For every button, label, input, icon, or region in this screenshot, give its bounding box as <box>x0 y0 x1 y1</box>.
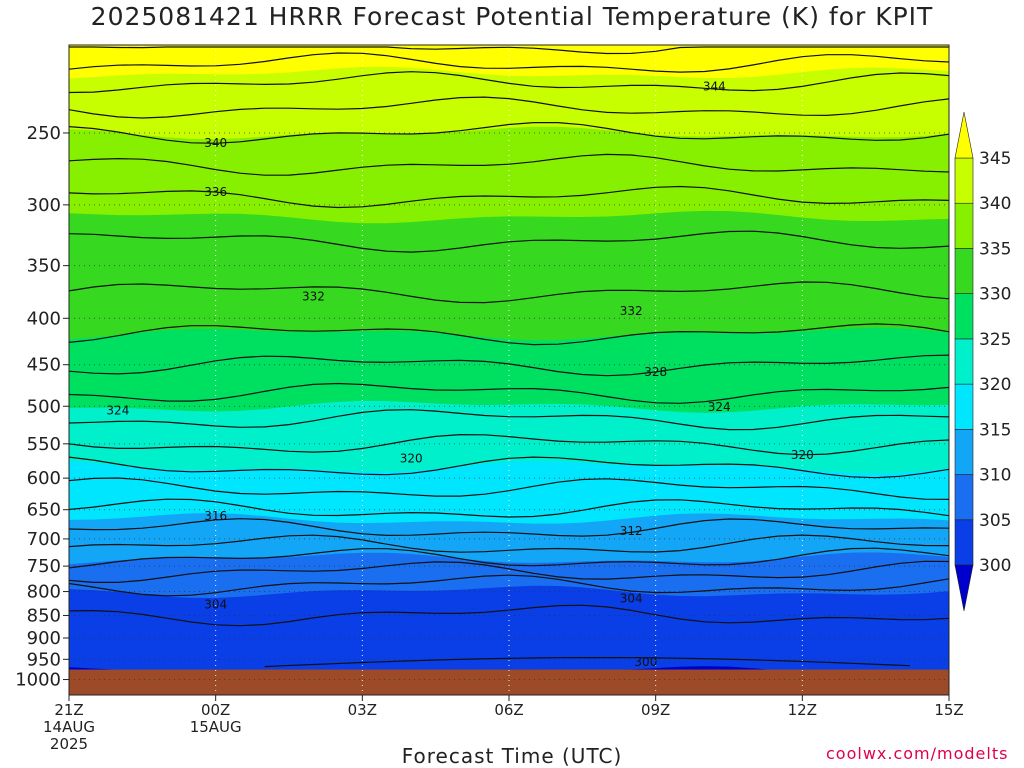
ground-rect <box>69 669 949 695</box>
contour-340 <box>68 122 950 144</box>
contour-324 <box>68 409 950 431</box>
xtick-label-6-0: 03Z <box>348 701 377 719</box>
y-axis-ticks: 2503003504004505005506006507007508008509… <box>15 123 69 691</box>
ground-layer <box>69 669 949 695</box>
colorbar-seg-310 <box>954 429 974 475</box>
contour-330 <box>68 323 950 346</box>
colorbar-seg-330 <box>954 248 974 294</box>
contour-320 <box>68 456 950 479</box>
contour-304 <box>68 604 950 627</box>
ytick-label-900: 900 <box>27 628 61 649</box>
contour-332 <box>68 281 950 304</box>
xtick-label-3-0: 00Z <box>201 701 230 719</box>
ytick-label-650: 650 <box>27 500 61 521</box>
contour-labels: 344 340 336 332 332 328 324 324 320 320 316 312 304 3… <box>106 80 814 669</box>
colorbar-seg-320 <box>954 338 974 385</box>
ytick-label-600: 600 <box>27 468 61 489</box>
credit-link[interactable]: coolwx.com/modelts <box>826 744 1009 763</box>
xtick-label-0-0: 21Z <box>54 701 83 719</box>
contour-label-11: 312 <box>620 524 643 538</box>
ytick-label-700: 700 <box>27 529 61 550</box>
ytick-label-250: 250 <box>27 123 61 144</box>
contour-318 <box>68 477 950 500</box>
ytick-label-500: 500 <box>27 396 61 417</box>
contour-338 <box>68 153 950 176</box>
contour-label-5: 328 <box>644 365 667 379</box>
contour-300 <box>264 657 910 668</box>
colorbar-seg-305 <box>954 474 974 521</box>
ytick-label-550: 550 <box>27 434 61 455</box>
colorbar-label-335: 335 <box>979 239 1011 259</box>
contour-308 <box>68 560 950 583</box>
contour-306 <box>68 574 950 597</box>
ytick-label-400: 400 <box>27 308 61 329</box>
contour-310 <box>68 547 950 569</box>
colorbar-label-310: 310 <box>979 466 1011 486</box>
contour-lines <box>68 46 950 668</box>
contour-314 <box>68 518 950 537</box>
contour-342 <box>68 96 950 119</box>
xtick-label-3-1: 15AUG <box>190 718 242 736</box>
xtick-label-0-2: 2025 <box>50 735 88 753</box>
contour-label-10: 316 <box>204 509 227 523</box>
ytick-label-950: 950 <box>27 649 61 670</box>
colorbar-bottom-arrow <box>954 564 974 612</box>
colorbar-label-300: 300 <box>979 556 1011 576</box>
ytick-label-800: 800 <box>27 582 61 603</box>
ytick-label-350: 350 <box>27 256 61 277</box>
colorbar-seg-315 <box>954 383 974 430</box>
colorbar-label-315: 315 <box>979 420 1011 440</box>
contour-328 <box>68 354 950 377</box>
contour-312 <box>68 534 950 553</box>
contour-label-4: 332 <box>620 304 643 318</box>
contour-label-3: 332 <box>302 289 325 303</box>
contour-label-1: 340 <box>204 136 227 150</box>
contour-334 <box>68 230 950 253</box>
ytick-label-1000: 1000 <box>15 670 61 691</box>
ytick-label-750: 750 <box>27 556 61 577</box>
colorbar: 300 305 310 315 320 325 330 335 340 345 <box>954 111 1011 612</box>
colorbar-label-330: 330 <box>979 285 1011 305</box>
contour-label-14: 300 <box>634 655 657 669</box>
contour-label-13: 304 <box>620 591 643 605</box>
xtick-label-9-0: 06Z <box>494 701 523 719</box>
contour-label-0: 344 <box>703 80 726 94</box>
colorbar-label-325: 325 <box>979 330 1011 350</box>
contour-316 <box>68 498 950 518</box>
ytick-label-850: 850 <box>27 605 61 626</box>
contour-322 <box>68 433 950 456</box>
ytick-label-300: 300 <box>27 195 61 216</box>
x-axis-label: Forecast Time (UTC) <box>401 744 623 768</box>
colorbar-seg-340 <box>954 157 974 204</box>
contour-344 <box>68 71 950 94</box>
colorbar-label-345: 345 <box>979 149 1011 169</box>
xtick-label-0-1: 14AUG <box>43 718 95 736</box>
contour-348 <box>69 46 949 55</box>
contour-label-8: 320 <box>400 451 423 465</box>
contour-336 <box>68 185 950 209</box>
contour-label-6: 324 <box>106 404 129 418</box>
contour-346 <box>68 52 950 73</box>
ytick-label-450: 450 <box>27 355 61 376</box>
xtick-label-15-0: 12Z <box>788 701 817 719</box>
colorbar-label-340: 340 <box>979 194 1011 214</box>
xtick-label-12-0: 09Z <box>641 701 670 719</box>
chart-title: 2025081421 HRRR Forecast Potential Tempe… <box>90 2 934 31</box>
contour-label-2: 336 <box>204 185 227 199</box>
colorbar-label-305: 305 <box>979 511 1011 531</box>
contour-326 <box>68 382 950 404</box>
colorbar-top-arrow <box>954 111 974 159</box>
contour-label-9: 320 <box>791 448 814 462</box>
colorbar-label-320: 320 <box>979 375 1011 395</box>
contour-label-12: 304 <box>204 598 227 612</box>
colorbar-seg-300 <box>954 519 974 566</box>
xtick-label-18-0: 15Z <box>934 701 963 719</box>
colorbar-seg-335 <box>954 202 974 249</box>
colorbar-seg-325 <box>954 293 974 340</box>
contour-label-7: 324 <box>708 400 731 414</box>
